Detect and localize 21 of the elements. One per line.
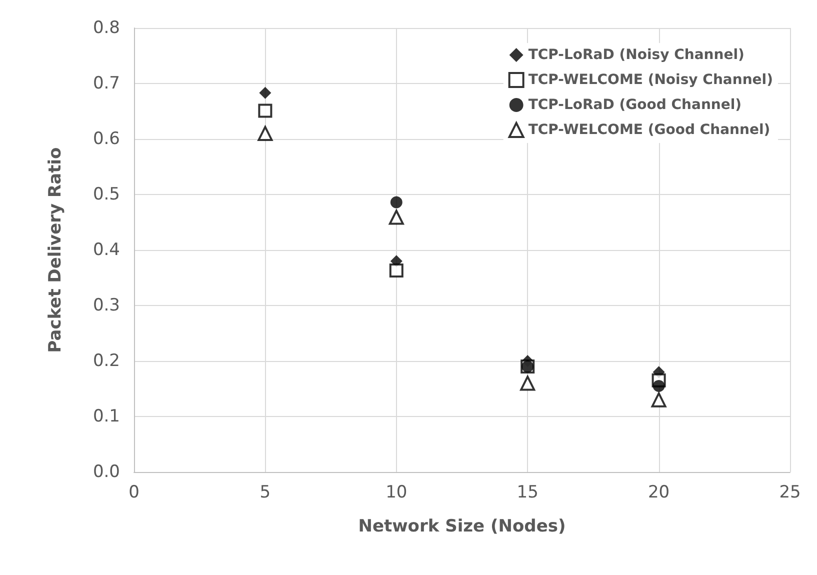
x-tick-label: 5 xyxy=(260,482,271,502)
x-axis-title: Network Size (Nodes) xyxy=(358,516,566,536)
y-tick-label: 0.6 xyxy=(92,129,120,149)
x-tick-label: 15 xyxy=(516,482,538,502)
legend-label: TCP-WELCOME (Good Channel) xyxy=(528,122,770,138)
y-tick-label: 0.5 xyxy=(92,184,120,204)
y-axis-title: Packet Delivery Ratio xyxy=(46,147,66,353)
legend-label: TCP-LoRaD (Good Channel) xyxy=(528,97,742,113)
y-tick-label: 0.1 xyxy=(92,406,120,426)
x-tick-label: 20 xyxy=(648,482,670,502)
x-tick-label: 0 xyxy=(128,482,140,502)
y-tick-label: 0.3 xyxy=(92,296,120,316)
y-tick-label: 0.0 xyxy=(92,462,120,482)
legend-label: TCP-WELCOME (Noisy Channel) xyxy=(528,72,773,88)
y-tick-label: 0.8 xyxy=(92,18,120,38)
x-tick-label: 10 xyxy=(386,482,408,502)
y-tick-label: 0.2 xyxy=(92,351,120,371)
x-tick-label: 25 xyxy=(779,482,801,502)
y-tick-label: 0.7 xyxy=(92,74,120,94)
y-tick-label: 0.4 xyxy=(92,240,120,260)
legend-label: TCP-LoRaD (Noisy Channel) xyxy=(528,47,744,63)
